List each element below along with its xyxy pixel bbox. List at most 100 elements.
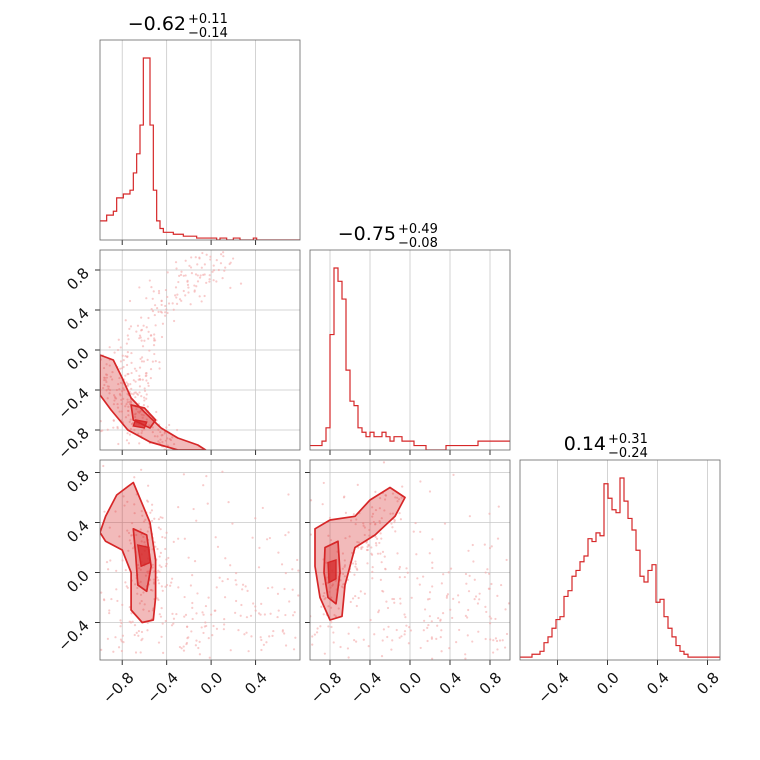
scatter-point [102,366,106,370]
scatter-point [102,464,105,468]
x-tick-label: 0.0 [396,669,426,699]
scatter-point [378,497,382,500]
scatter-point [175,267,178,270]
scatter-point [159,430,162,434]
scatter-point [223,623,226,626]
scatter-point [354,565,357,568]
contour-core [132,419,148,429]
scatter-point [107,385,110,388]
scatter-point [391,512,395,515]
scatter-point [140,316,143,319]
scatter-point [138,391,141,394]
scatter-point [348,535,351,538]
scatter-point [215,280,218,283]
scatter-point [147,337,150,340]
scatter-point [245,616,249,619]
scatter-point [150,509,154,512]
scatter-point [235,599,238,603]
scatter-point [172,622,175,625]
scatter-point [220,253,223,256]
scatter-point [241,588,244,591]
scatter-point [182,274,185,277]
scatter-point [281,630,284,633]
scatter-point [292,648,296,651]
scatter-point [407,642,410,645]
scatter-point [133,624,137,627]
scatter-point [410,596,413,599]
scatter-point [367,645,370,648]
scatter-point [311,635,314,638]
scatter-point [131,422,134,425]
scatter-point [403,575,406,579]
scatter-point [344,511,348,514]
scatter-point [142,591,145,594]
scatter-point [399,597,402,600]
scatter-point [371,506,374,509]
scatter-point [166,295,169,299]
scatter-point [119,625,122,628]
scatter-point [221,470,224,473]
scatter-point [287,493,290,496]
scatter-point [127,531,131,535]
scatter-point [382,461,386,464]
scatter-point [110,597,113,601]
scatter-point [108,609,111,612]
scatter-point [258,546,261,550]
scatter-point [151,431,154,434]
scatter-point [103,599,106,602]
scatter-point [222,628,225,631]
scatter-point [155,410,158,414]
scatter-point [182,473,186,476]
scatter-point [159,310,163,313]
scatter-point [120,398,123,402]
scatter-point [154,324,157,327]
scatter-point [234,579,237,582]
scatter-point [266,586,270,590]
contour [130,404,157,429]
scatter-point [435,637,438,640]
y-tick-label: 0.0 [63,344,93,374]
scatter-point [130,534,133,537]
scatter-point [201,611,204,614]
scatter-point [145,397,148,400]
scatter-point [96,434,98,436]
scatter-point [322,613,325,616]
scatter-point [370,546,373,549]
scatter-point [119,381,123,384]
scatter-point [428,615,431,618]
scatter-point [343,564,347,567]
scatter-point [354,562,357,566]
scatter-point [472,560,475,563]
scatter-point [190,256,193,259]
scatter-point [158,361,161,364]
scatter-point [288,600,291,603]
scatter-point [486,568,489,571]
panel-2-1 [305,459,511,665]
scatter-point [387,625,390,628]
scatter-point [488,615,491,618]
scatter-point [430,636,433,639]
scatter-point [139,651,142,654]
scatter-point [363,526,367,529]
scatter-point [112,426,115,429]
scatter-point [422,575,425,578]
scatter-point [383,555,386,558]
scatter-point [419,646,422,650]
histogram-2 [520,477,720,658]
scatter-point [103,376,107,380]
scatter-point [310,533,312,536]
scatter-point [135,408,138,411]
scatter-point [184,274,187,277]
scatter-point [129,542,133,545]
scatter-point [172,308,175,311]
scatter-point [153,517,156,520]
scatter-point [161,589,164,592]
scatter-point [271,586,274,589]
scatter-point [142,608,145,611]
scatter-point [327,625,330,628]
scatter-point [153,352,156,356]
scatter-point [133,429,136,432]
scatter-point [164,547,167,551]
scatter-point [108,346,111,349]
scatter-point [172,617,176,620]
